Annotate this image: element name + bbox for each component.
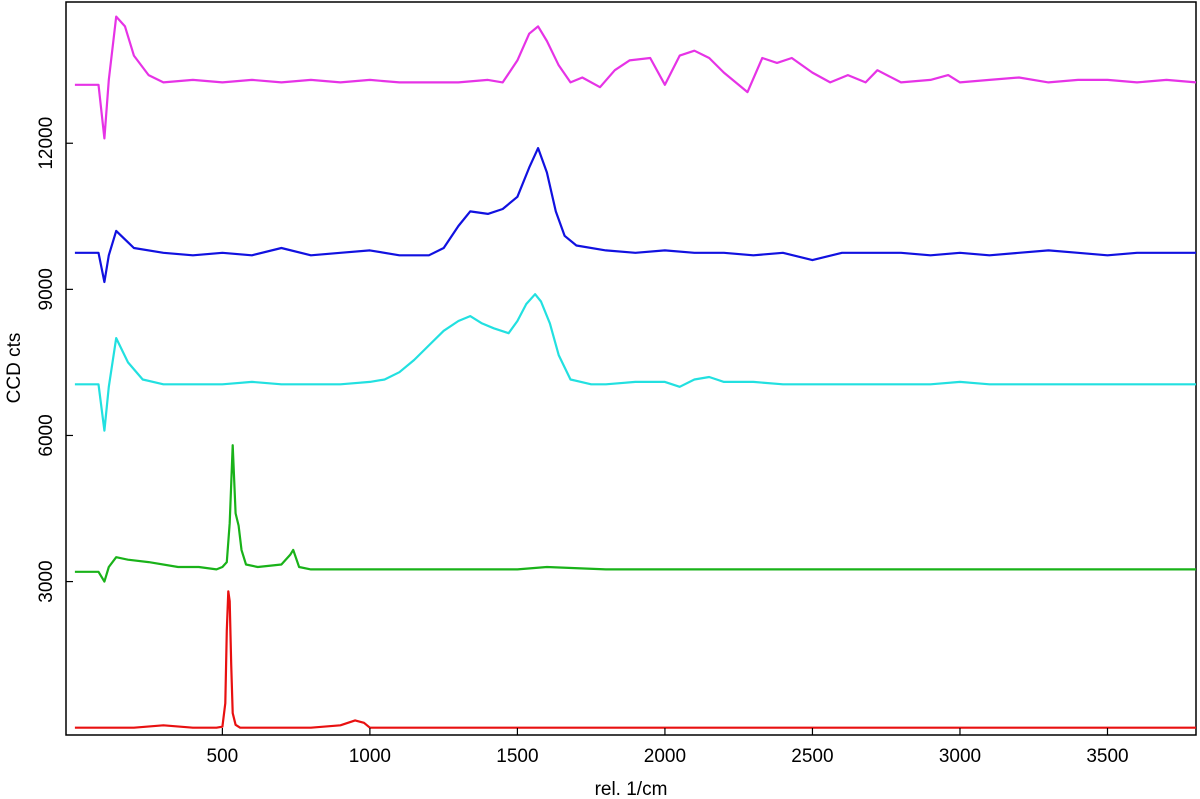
- series-layer: [74, 15, 1197, 729]
- y-axis-label: CCD cts: [4, 333, 25, 404]
- y-tick-label: 6000: [36, 414, 57, 456]
- x-tick-label: 1500: [496, 746, 538, 767]
- spectrum-line-3: [74, 293, 1196, 432]
- x-tick-label: 1000: [349, 746, 391, 767]
- y-tick-label: 3000: [36, 560, 57, 602]
- spectrum-line-1: [74, 15, 1197, 140]
- x-tick-label: 2500: [791, 746, 833, 767]
- x-axis-ticks: 500 1000 1500 2000 2500 3000 3500: [207, 728, 1129, 767]
- spectrum-line-4: [74, 444, 1196, 583]
- spectrum-line-5: [74, 590, 1196, 729]
- x-tick-label: 500: [207, 746, 239, 767]
- plot-frame: [65, 1, 1197, 736]
- x-axis-label: rel. 1/cm: [595, 779, 668, 799]
- x-tick-label: 3000: [939, 746, 981, 767]
- y-axis-ticks: 3000 6000 9000 12000: [36, 117, 73, 603]
- x-tick-label: 2000: [644, 746, 686, 767]
- spectrum-line-2: [74, 147, 1196, 284]
- y-tick-label: 9000: [36, 268, 57, 310]
- x-tick-label: 3500: [1086, 746, 1128, 767]
- y-tick-label: 12000: [36, 117, 57, 170]
